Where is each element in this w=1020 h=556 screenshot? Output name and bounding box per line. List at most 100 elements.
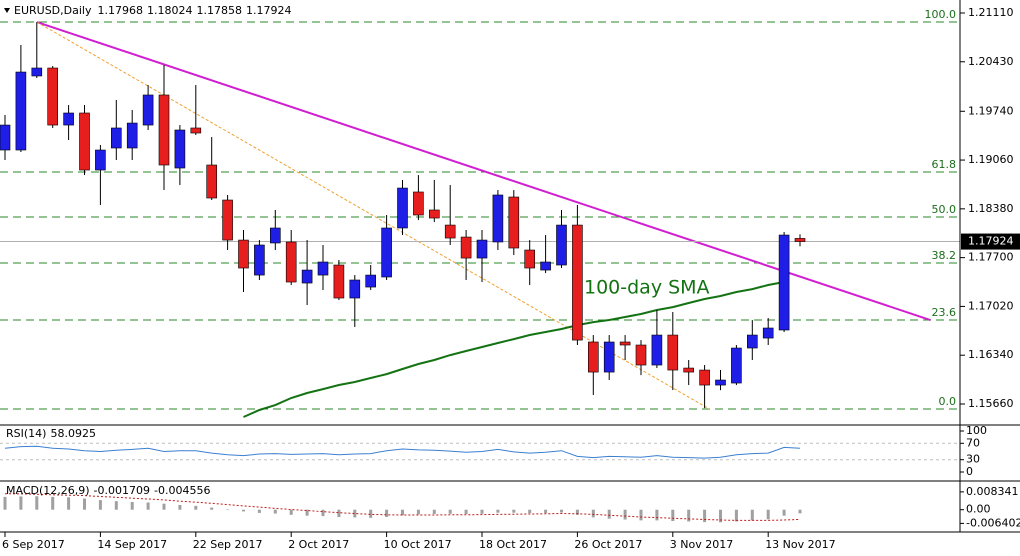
last-high: 1.18024 — [147, 4, 193, 17]
rsi-tick-label: 0 — [966, 465, 973, 478]
price-tag — [961, 233, 1020, 250]
macd-bar — [337, 509, 341, 517]
y-tick-label: 1.15660 — [968, 397, 1014, 410]
rsi-tick-label: 30 — [966, 453, 980, 466]
candle-body — [492, 194, 504, 243]
rsi-tick-label: 70 — [966, 436, 980, 449]
candle-body — [444, 224, 456, 239]
y-tick-label: 1.17700 — [968, 251, 1014, 264]
macd-bar — [162, 503, 166, 510]
price-tag-label: 1.17924 — [968, 235, 1014, 248]
macd-bar — [226, 509, 230, 510]
candle-body — [460, 236, 472, 259]
candle-body — [349, 279, 361, 299]
candle-body — [0, 124, 11, 151]
macd-bar — [766, 509, 770, 520]
candle-body — [158, 94, 170, 166]
x-tick-label: 14 Sep 2017 — [97, 538, 167, 551]
candle-body — [556, 224, 567, 266]
candle-body — [731, 347, 742, 384]
fib-label: 0.0 — [939, 395, 957, 408]
macd-bar — [242, 509, 245, 512]
candle-body — [762, 327, 774, 339]
candle-body — [190, 127, 202, 134]
candle-body — [63, 112, 74, 126]
macd-bar — [401, 509, 404, 516]
fib-label: 61.8 — [932, 158, 957, 171]
candle-body — [683, 367, 695, 373]
candle-body — [285, 241, 297, 283]
macd-bar — [130, 502, 134, 510]
macd-bar — [210, 507, 214, 510]
plot-layer: 1.21110 1.20430 1.19740 1.19060 1.18380 1.177… — [0, 6, 1014, 523]
macd-bar — [687, 509, 691, 522]
macd-bar — [257, 509, 261, 513]
candle-body — [15, 71, 27, 151]
candle-body — [587, 341, 599, 373]
y-tick-label: 1.19060 — [968, 153, 1014, 166]
candle-body — [142, 94, 154, 126]
macd-bar — [19, 496, 23, 510]
macd-bar — [544, 509, 548, 514]
macd-bar — [575, 509, 579, 515]
fib-label: 50.0 — [932, 203, 957, 216]
candle-body — [619, 341, 631, 346]
macd-bar — [416, 509, 420, 515]
y-tick-label: 1.21110 — [968, 6, 1014, 19]
candle-body — [238, 239, 249, 269]
chart-title: EURUSD,Daily — [14, 4, 92, 17]
macd-bar — [703, 509, 707, 523]
macd-bar — [480, 509, 484, 514]
macd-bar — [798, 509, 802, 514]
candle-body — [794, 238, 806, 242]
rsi-tick-label: 100 — [966, 424, 987, 437]
macd-bar — [750, 509, 754, 521]
y-tick-label: 1.16340 — [968, 348, 1014, 361]
macd-bar — [512, 509, 516, 513]
x-tick-label: 3 Nov 2017 — [670, 538, 733, 551]
macd-bar — [273, 509, 277, 514]
macd-bar — [321, 509, 325, 517]
candle-body — [715, 379, 726, 386]
x-tick-label: 10 Oct 2017 — [384, 538, 452, 551]
macd-bar — [639, 509, 643, 521]
y-tick-label: 1.17020 — [968, 299, 1014, 312]
macd-bar — [114, 501, 118, 510]
macd-last: -0.001709 — [94, 484, 150, 497]
x-tick-label: 22 Sep 2017 — [193, 538, 263, 551]
macd-header: MACD(12,26,9) -0.001709 -0.004556 — [6, 484, 210, 497]
macd-bar — [146, 502, 150, 510]
candle-body — [397, 187, 408, 229]
candle-body — [381, 227, 392, 278]
macd-tick-label: 0.00 — [966, 503, 991, 516]
candle-body — [111, 127, 122, 149]
fib-label: 100.0 — [925, 8, 957, 21]
macd-bar — [782, 509, 786, 516]
macd-bar — [51, 496, 55, 510]
candle-body — [778, 234, 790, 331]
rsi-name: RSI(14) — [6, 427, 46, 440]
sma-line — [243, 281, 785, 418]
candle-body — [667, 334, 679, 371]
macd-tick-label: 0.008341 — [966, 485, 1019, 498]
candle-body — [699, 369, 710, 386]
x-tick-label: 18 Oct 2017 — [479, 538, 547, 551]
last-low: 1.17858 — [196, 4, 242, 17]
candle-body — [572, 224, 583, 341]
rsi-line — [4, 445, 801, 459]
macd-bar — [289, 509, 293, 515]
macd-bar — [448, 509, 452, 514]
fib-label: 38.2 — [932, 249, 957, 262]
macd-bar — [3, 496, 7, 510]
rsi-last: 58.0925 — [50, 427, 96, 440]
y-tick-label: 1.20430 — [968, 55, 1014, 68]
macd-bar — [194, 505, 198, 510]
candle-body — [333, 264, 345, 299]
macd-bar — [528, 509, 532, 514]
candle-body — [174, 129, 186, 169]
sma-label: 100-day SMA — [584, 277, 710, 299]
macd-bar — [385, 509, 389, 517]
macd-tick-label: -0.006402 — [966, 516, 1020, 529]
